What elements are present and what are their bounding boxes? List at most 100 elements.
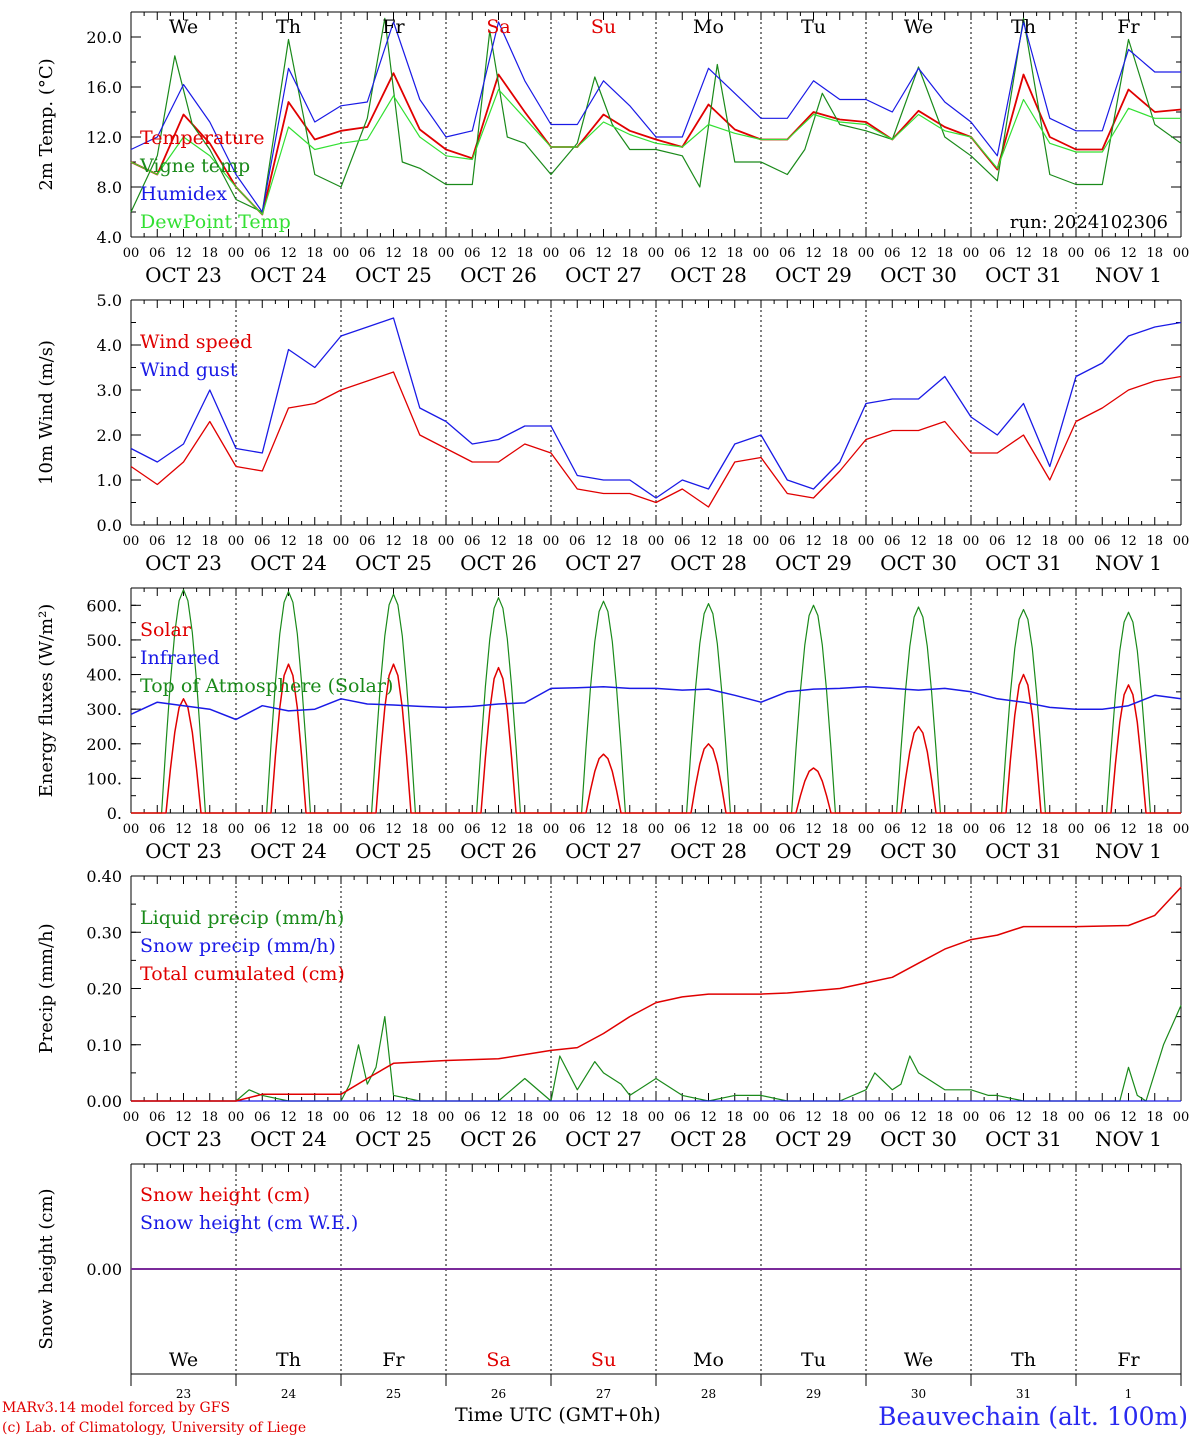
weekday-label: We xyxy=(904,1349,933,1371)
x-hour-label: 18 xyxy=(831,822,848,837)
x-hour-label: 18 xyxy=(726,822,743,837)
y-tick-label: 0.00 xyxy=(86,1260,122,1279)
y-tick-label: 12.0 xyxy=(86,128,122,147)
x-day-label: OCT 25 xyxy=(355,839,432,863)
x-hour-label: 00 xyxy=(1173,246,1190,261)
x-hour-label: 12 xyxy=(805,822,822,837)
x-hour-label: 00 xyxy=(543,246,560,261)
x-hour-label: 18 xyxy=(306,1110,323,1125)
x-hour-label: 00 xyxy=(963,1110,980,1125)
x-hour-label: 18 xyxy=(411,822,428,837)
weekday-label: Sa xyxy=(486,16,510,38)
x-hour-label: 00 xyxy=(543,534,560,549)
x-hour-label: 06 xyxy=(1094,822,1111,837)
legend-entry: Solar xyxy=(140,619,192,641)
x-day-label: OCT 26 xyxy=(460,1127,537,1151)
y-axis-label: Precip (mm/h) xyxy=(36,923,57,1053)
x-hour-label: 12 xyxy=(490,1110,507,1125)
station-label: Beauvechain (alt. 100m) xyxy=(878,1402,1188,1431)
weekday-label: Mo xyxy=(693,16,724,38)
x-day-label: OCT 26 xyxy=(460,263,537,287)
x-hour-label: 00 xyxy=(1068,1110,1085,1125)
x-hour-label: 06 xyxy=(884,1110,901,1125)
x-hour-label: 06 xyxy=(464,246,481,261)
y-tick-label: 0.40 xyxy=(86,867,122,886)
x-hour-label: 06 xyxy=(989,822,1006,837)
x-hour-label: 18 xyxy=(201,1110,218,1125)
x-hour-label: 06 xyxy=(254,822,271,837)
legend-entry: Snow height (cm W.E.) xyxy=(140,1212,358,1234)
series-line-red xyxy=(130,371,1182,508)
x-hour-label: 18 xyxy=(306,246,323,261)
x-day-label: OCT 25 xyxy=(355,263,432,287)
x-day-label: OCT 24 xyxy=(250,1127,327,1151)
x-hour-label: 06 xyxy=(254,1110,271,1125)
y-tick-label: 300. xyxy=(86,700,122,719)
x-hour-label: 18 xyxy=(516,246,533,261)
x-day-label: OCT 30 xyxy=(880,1127,957,1151)
x-day-label: OCT 23 xyxy=(145,551,222,575)
x-hour-label: 18 xyxy=(1146,246,1163,261)
x-hour-label: 06 xyxy=(779,246,796,261)
x-day-label: OCT 29 xyxy=(775,1127,852,1151)
solar-line xyxy=(131,663,1181,814)
x-hour-label: 12 xyxy=(175,822,192,837)
x-hour-label: 12 xyxy=(1015,534,1032,549)
x-hour-label: 12 xyxy=(385,534,402,549)
weekday-label: We xyxy=(169,1349,198,1371)
x-hour-label: 18 xyxy=(726,1110,743,1125)
x-hour-label: 00 xyxy=(333,534,350,549)
x-hour-label: 00 xyxy=(753,1110,770,1125)
x-hour-label: 00 xyxy=(753,246,770,261)
x-hour-label: 18 xyxy=(621,822,638,837)
infrared-line xyxy=(130,685,1182,721)
y-tick-label: 4.0 xyxy=(97,336,122,355)
x-hour-label: 00 xyxy=(438,1110,455,1125)
x-hour-label: 00 xyxy=(753,822,770,837)
x-hour-label: 06 xyxy=(464,822,481,837)
x-hour-label: 18 xyxy=(306,534,323,549)
x-hour-label: 12 xyxy=(280,1110,297,1125)
x-hour-label: 06 xyxy=(464,534,481,549)
credit-model: MARv3.14 model forced by GFS xyxy=(2,1400,231,1416)
x-hour-label: 00 xyxy=(963,822,980,837)
x-hour-label: 18 xyxy=(831,1110,848,1125)
x-hour-label: 00 xyxy=(1068,534,1085,549)
x-hour-label: 06 xyxy=(569,1110,586,1125)
date-number-label: 30 xyxy=(911,1387,926,1401)
x-hour-label: 18 xyxy=(516,822,533,837)
x-day-label: NOV 1 xyxy=(1095,263,1162,287)
y-tick-label: 1.0 xyxy=(97,471,122,490)
x-hour-label: 12 xyxy=(280,822,297,837)
x-day-label: OCT 30 xyxy=(880,263,957,287)
x-hour-label: 12 xyxy=(490,822,507,837)
x-hour-label: 06 xyxy=(989,246,1006,261)
x-hour-label: 12 xyxy=(805,534,822,549)
weekday-label: Fr xyxy=(382,1349,405,1371)
x-day-label: OCT 29 xyxy=(775,839,852,863)
date-number-label: 23 xyxy=(176,1387,191,1401)
y-tick-label: 600. xyxy=(86,596,122,615)
series-line-lime xyxy=(130,88,1181,216)
x-hour-label: 18 xyxy=(1041,1110,1058,1125)
x-hour-label: 12 xyxy=(910,822,927,837)
x-day-label: OCT 31 xyxy=(985,839,1062,863)
legend-entry: DewPoint Temp xyxy=(140,211,291,233)
y-tick-label: 100. xyxy=(86,769,122,788)
x-hour-label: 06 xyxy=(989,1110,1006,1125)
date-number-label: 28 xyxy=(701,1387,716,1401)
x-hour-label: 12 xyxy=(805,1110,822,1125)
x-hour-label: 06 xyxy=(989,534,1006,549)
x-day-label: OCT 31 xyxy=(985,551,1062,575)
x-hour-label: 18 xyxy=(201,534,218,549)
x-hour-label: 12 xyxy=(175,534,192,549)
x-hour-label: 18 xyxy=(1041,822,1058,837)
x-hour-label: 12 xyxy=(490,246,507,261)
x-hour-label: 00 xyxy=(438,534,455,549)
x-hour-label: 00 xyxy=(963,246,980,261)
x-hour-label: 12 xyxy=(700,822,717,837)
x-hour-label: 06 xyxy=(1094,1110,1111,1125)
y-axis-label: Snow height (cm) xyxy=(36,1188,57,1349)
x-hour-label: 18 xyxy=(936,534,953,549)
